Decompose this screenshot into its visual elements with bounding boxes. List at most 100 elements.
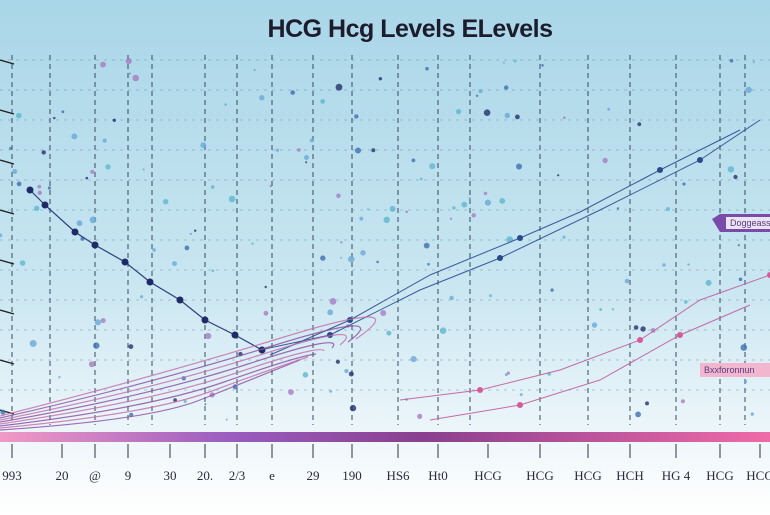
line-dot	[176, 296, 184, 304]
dot	[183, 399, 187, 404]
dot	[727, 166, 735, 173]
dot	[729, 58, 734, 63]
x-label: 993	[2, 468, 22, 483]
dot	[85, 176, 89, 180]
dot	[516, 163, 522, 170]
dot	[200, 142, 207, 149]
dot	[484, 199, 491, 206]
dot	[682, 182, 686, 186]
dot	[9, 147, 12, 150]
dot	[90, 169, 95, 174]
dot	[335, 359, 340, 364]
dot	[376, 260, 379, 264]
dot	[637, 122, 642, 127]
dot	[329, 298, 337, 305]
dot	[163, 199, 169, 205]
dot	[304, 155, 309, 160]
dot	[687, 263, 690, 266]
dot	[251, 242, 254, 245]
dot	[288, 389, 294, 395]
x-label: 20.	[197, 468, 213, 483]
dot	[76, 220, 83, 227]
dot	[471, 213, 476, 218]
line-dot	[146, 278, 154, 286]
fan-line	[0, 356, 309, 429]
dot	[344, 368, 349, 374]
x-label: HCG	[746, 468, 770, 483]
callout-text: Doggeass	[730, 218, 770, 228]
x-label: 2/3	[229, 468, 246, 483]
dot	[71, 133, 78, 140]
dot	[132, 74, 139, 82]
dot	[128, 344, 134, 349]
dot	[259, 95, 265, 101]
dot	[210, 185, 215, 189]
x-label: 29	[307, 468, 320, 483]
fan-line	[0, 353, 317, 427]
axis-tick	[0, 59, 15, 65]
dot	[429, 163, 436, 170]
dot	[557, 174, 560, 177]
dot	[624, 278, 630, 284]
fan-line	[0, 342, 335, 423]
dot	[752, 60, 755, 64]
line-dot	[91, 241, 99, 249]
x-label: HCG	[526, 468, 553, 483]
dot	[427, 262, 430, 266]
axis-tick	[0, 259, 15, 265]
dot	[224, 103, 227, 106]
dot	[452, 206, 456, 210]
dot	[405, 210, 409, 214]
rising-line	[399, 274, 770, 401]
dot	[740, 344, 748, 351]
dot	[0, 409, 6, 415]
line-dot	[767, 272, 770, 278]
dot	[102, 138, 107, 143]
fan-line	[0, 325, 362, 419]
dot	[386, 330, 392, 336]
dot	[100, 318, 106, 324]
callout-box	[700, 363, 770, 377]
dot	[37, 190, 42, 195]
axis-tick	[0, 109, 15, 115]
dot	[194, 229, 197, 232]
dot	[16, 181, 22, 187]
dot	[483, 109, 491, 116]
fan-line	[0, 359, 301, 431]
dot	[53, 116, 56, 120]
x-label: HCH	[616, 468, 643, 483]
dot	[504, 373, 508, 377]
dot	[297, 148, 301, 152]
dot	[591, 322, 598, 328]
x-label: 30	[164, 468, 177, 483]
line-dot	[517, 235, 523, 241]
dot	[541, 64, 544, 67]
dot	[745, 86, 752, 93]
axis-tick	[0, 359, 15, 365]
x-label: e	[269, 468, 275, 483]
dot	[478, 89, 483, 94]
dot	[359, 216, 364, 221]
line-dot	[517, 402, 523, 408]
trend-lines	[0, 119, 770, 431]
dot	[253, 68, 256, 72]
line-dot	[71, 228, 79, 236]
dot	[733, 174, 738, 180]
dot	[383, 216, 390, 223]
title: HCG Hcg Levels ELevels	[268, 15, 553, 43]
dot	[94, 319, 102, 326]
dot	[389, 205, 396, 212]
dot	[562, 235, 566, 239]
dot	[513, 59, 517, 63]
dot	[142, 168, 145, 171]
dot	[743, 380, 748, 384]
callout-text: Bxxforonnun	[704, 365, 755, 375]
line-dot	[697, 157, 703, 163]
dot	[607, 107, 611, 111]
dot	[515, 114, 520, 120]
line-dot	[41, 201, 49, 209]
dot	[302, 372, 309, 378]
x-label: HCG	[574, 468, 601, 483]
dot	[645, 401, 649, 406]
dot	[633, 325, 639, 330]
